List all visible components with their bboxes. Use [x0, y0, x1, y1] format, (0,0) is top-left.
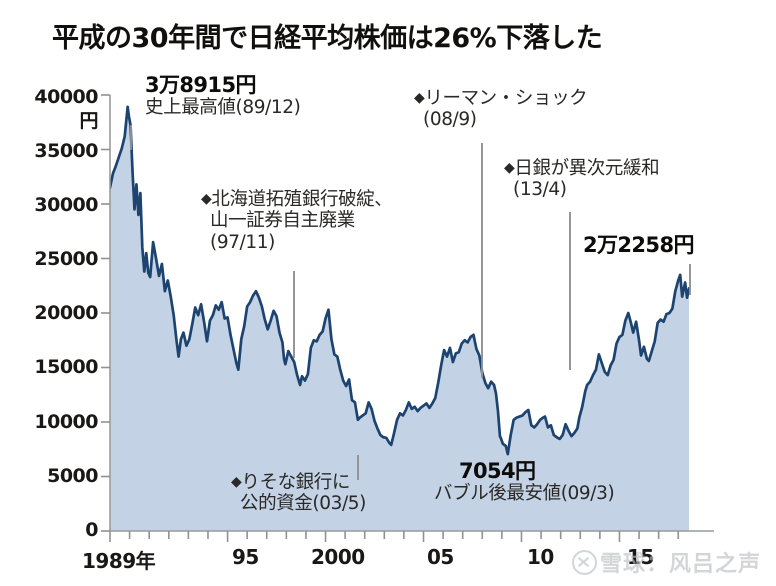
- annotation-bank-failures: ◆北海道拓殖銀行破綻、 山一証券自主廃業 (97/11): [201, 189, 393, 253]
- annotation-boj-easing-line1: ◆日銀が異次元緩和: [504, 158, 660, 179]
- y-tick-label-40000: 40000: [34, 86, 98, 108]
- y-tick-label-10000: 10000: [34, 411, 98, 433]
- y-tick-label-30000: 30000: [34, 194, 98, 216]
- annotation-boj-easing-line2: (13/4): [513, 179, 567, 201]
- x-tick-label-2000: 2000: [311, 545, 365, 569]
- diamond-marker-boj-easing: ◆: [504, 160, 515, 176]
- annotation-lehman: ◆リーマン・ショック (08/9): [414, 88, 588, 131]
- annotation-peak: 3万8915円 史上最高値(89/12): [145, 73, 301, 119]
- annotation-latest: 2万2258円: [583, 233, 694, 257]
- annotation-trough: 7054円 バブル後最安値(09/3): [434, 459, 615, 505]
- annotation-lehman-line1: ◆リーマン・ショック: [414, 88, 588, 109]
- y-tick-label-15000: 15000: [34, 356, 98, 378]
- annotation-boj-easing: ◆日銀が異次元緩和 (13/4): [504, 158, 660, 201]
- y-tick-marks: [101, 94, 110, 532]
- diamond-marker-resona: ◆: [231, 474, 242, 490]
- annotation-trough-value: 7054円: [459, 459, 536, 483]
- diamond-marker-lehman: ◆: [414, 90, 425, 106]
- y-tick-label-25000: 25000: [34, 248, 98, 270]
- x-tick-label-1989: 1989年: [82, 549, 156, 573]
- annotation-lehman-line2: (08/9): [423, 109, 477, 131]
- page-title: 平成の30年間で日経平均株価は26%下落した: [52, 23, 603, 54]
- annotation-latest-value: 2万2258円: [583, 233, 694, 257]
- annotation-leader-lines: [130, 125, 691, 480]
- watermark-logo-icon: [572, 550, 597, 575]
- annotation-resona: ◆りそな銀行に 公的資金(03/5): [231, 472, 366, 515]
- diamond-marker-bank-failures: ◆: [201, 191, 212, 207]
- x-tick-label-10: 10: [527, 545, 554, 569]
- y-axis-unit: 円: [79, 110, 98, 132]
- annotation-bank-failures-line3: (97/11): [210, 231, 275, 253]
- x-tick-label-15: 15: [627, 545, 654, 569]
- watermark-text: 雪球：风吕之声: [600, 552, 762, 577]
- series-line: [110, 105, 690, 456]
- annotation-lehman-text1: リーマン・ショック: [424, 88, 588, 109]
- x-tick-label-95: 95: [232, 545, 259, 569]
- annotation-bank-failures-line2: 山一証券自主廃業: [210, 210, 355, 232]
- annotation-bank-failures-text1: 北海道拓殖銀行破綻、: [211, 189, 393, 210]
- x-tick-label-05: 05: [427, 545, 454, 569]
- annotation-bank-failures-line1: ◆北海道拓殖銀行破綻、: [201, 189, 393, 210]
- y-tick-label-20000: 20000: [34, 302, 98, 324]
- annotation-resona-line2: 公的資金(03/5): [240, 493, 366, 515]
- x-tick-marks: [109, 531, 680, 542]
- annotation-resona-text1: りそな銀行に: [241, 472, 350, 493]
- annotation-boj-easing-text1: 日銀が異次元緩和: [514, 158, 660, 179]
- series-group: [110, 105, 690, 531]
- y-tick-label-0: 0: [85, 519, 98, 541]
- annotation-peak-label: 史上最高値(89/12): [145, 97, 301, 119]
- annotation-resona-line1: ◆りそな銀行に: [231, 472, 366, 493]
- annotation-peak-value: 3万8915円: [145, 73, 256, 97]
- y-tick-label-35000: 35000: [34, 140, 98, 162]
- area-fill: [110, 106, 690, 531]
- annotation-trough-label: バブル後最安値(09/3): [434, 483, 615, 505]
- y-tick-label-5000: 5000: [47, 465, 98, 487]
